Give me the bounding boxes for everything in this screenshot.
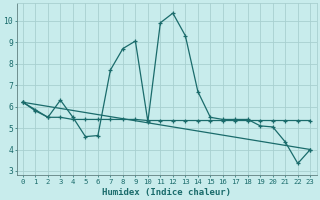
X-axis label: Humidex (Indice chaleur): Humidex (Indice chaleur) — [102, 188, 231, 197]
